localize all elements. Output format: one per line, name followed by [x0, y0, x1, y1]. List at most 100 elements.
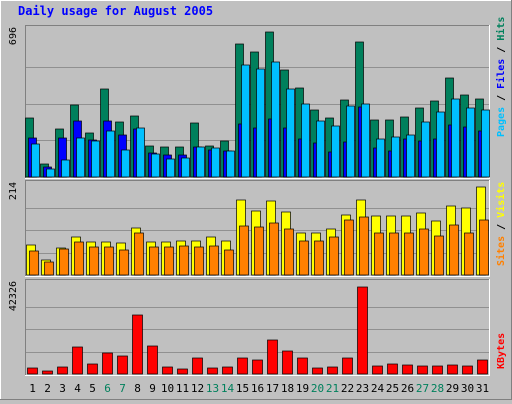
- bar-kbytes-day-13: [207, 367, 218, 375]
- x-tick-label: 14: [221, 382, 235, 395]
- legend-files: Files: [495, 59, 507, 89]
- bar-sites-day-26: [404, 232, 414, 276]
- bar-pages-day-30: [466, 107, 475, 178]
- x-tick-label: 16: [251, 382, 264, 395]
- bar-pages-day-8: [136, 127, 145, 178]
- bar-kbytes-day-3: [57, 366, 68, 375]
- ymax-label: 214: [8, 182, 19, 200]
- ymax-label: 42326: [8, 281, 19, 311]
- bar-sites-day-11: [179, 245, 189, 276]
- bar-kbytes-day-23: [357, 286, 368, 375]
- x-tick-label: 23: [356, 382, 369, 395]
- bar-kbytes-day-11: [177, 368, 188, 375]
- bar-pages-day-22: [346, 105, 355, 178]
- bar-kbytes-day-20: [312, 367, 323, 375]
- bar-kbytes-day-31: [477, 359, 488, 375]
- x-tick-label: 12: [191, 382, 204, 395]
- x-tick-label: 28: [431, 382, 444, 395]
- bar-sites-day-21: [329, 236, 339, 276]
- bar-sites-day-4: [74, 241, 84, 276]
- bar-kbytes-day-27: [417, 365, 428, 375]
- bar-sites-day-13: [209, 245, 219, 276]
- x-tick-label: 26: [401, 382, 414, 395]
- x-axis-labels: 1 2 3 4 5 6 7 8 9 10 11 12 13 14 15 16 17 18 19 20 21 22 23 24 2…: [29, 382, 489, 395]
- bar-sites-day-29: [449, 224, 459, 276]
- bar-pages-day-14: [226, 150, 235, 178]
- x-tick-label: 15: [236, 382, 249, 395]
- bar-kbytes-day-9: [147, 345, 158, 375]
- bar-sites-day-22: [344, 219, 354, 276]
- x-tick-label: 21: [326, 382, 339, 395]
- bar-kbytes-day-24: [372, 365, 383, 375]
- bar-pages-day-10: [166, 158, 175, 178]
- bar-sites-day-9: [149, 246, 159, 276]
- bar-pages-day-31: [481, 109, 490, 178]
- x-tick-label: 4: [74, 382, 81, 395]
- x-tick-label: 25: [386, 382, 399, 395]
- x-tick-label: 11: [176, 382, 189, 395]
- legend-visits: Visits: [495, 182, 507, 218]
- bar-sites-day-31: [479, 219, 489, 276]
- x-tick-label: 31: [476, 382, 489, 395]
- bar-sites-day-28: [434, 235, 444, 276]
- bar-pages-day-12: [196, 146, 205, 178]
- bar-kbytes-day-4: [72, 346, 83, 375]
- bar-sites-day-2: [44, 261, 54, 276]
- bar-pages-day-20: [316, 120, 325, 178]
- bar-sites-day-3: [59, 248, 69, 276]
- bar-sites-day-19: [299, 240, 309, 276]
- bar-sites-day-1: [29, 250, 39, 276]
- bar-pages-day-19: [301, 103, 310, 178]
- bar-kbytes-day-14: [222, 366, 233, 375]
- x-tick-label: 30: [461, 382, 474, 395]
- bar-sites-day-15: [239, 225, 249, 276]
- bar-sites-day-8: [134, 232, 144, 276]
- bar-sites-day-14: [224, 249, 234, 276]
- bar-kbytes-day-29: [447, 364, 458, 375]
- bar-pages-day-21: [331, 125, 340, 178]
- bar-pages-day-1: [31, 143, 40, 178]
- x-tick-label: 27: [416, 382, 429, 395]
- bar-pages-day-4: [76, 137, 85, 178]
- x-tick-label: 3: [59, 382, 66, 395]
- bar-kbytes-day-21: [327, 366, 338, 375]
- bar-sites-day-18: [284, 228, 294, 276]
- bar-pages-day-29: [451, 98, 460, 178]
- bar-kbytes-day-19: [297, 357, 308, 375]
- bar-kbytes-day-22: [342, 357, 353, 375]
- bar-kbytes-day-15: [237, 357, 248, 375]
- bar-sites-day-10: [164, 246, 174, 276]
- bar-kbytes-day-5: [87, 363, 98, 375]
- bar-sites-day-16: [254, 226, 264, 276]
- legend-kbytes: KBytes: [496, 333, 507, 369]
- x-tick-label: 22: [341, 382, 354, 395]
- x-tick-label: 24: [371, 382, 385, 395]
- bar-pages-day-18: [286, 88, 295, 178]
- bar-kbytes-day-6: [102, 352, 113, 375]
- bar-pages-day-6: [106, 130, 115, 178]
- bar-pages-day-27: [421, 121, 430, 178]
- x-tick-label: 17: [266, 382, 279, 395]
- x-tick-label: 29: [446, 382, 459, 395]
- bar-sites-day-12: [194, 246, 204, 276]
- panel-visits-sites: 214 Sites / Visits: [8, 180, 507, 277]
- bar-pages-day-23: [361, 103, 370, 178]
- bar-pages-day-13: [211, 147, 220, 178]
- bar-pages-day-3: [61, 159, 70, 178]
- series-legend: Sites / Visits: [495, 182, 507, 266]
- bar-kbytes-day-26: [402, 364, 413, 375]
- bar-pages-day-26: [406, 134, 415, 178]
- panel-kbytes: 42326 KBytes: [8, 279, 507, 376]
- x-tick-label: 18: [281, 382, 294, 395]
- bar-pages-day-2: [46, 168, 55, 178]
- x-tick-label: 7: [119, 382, 126, 395]
- x-tick-label: 20: [311, 382, 324, 395]
- bar-sites-day-17: [269, 222, 279, 276]
- legend-sites: Sites: [495, 236, 507, 266]
- bar-pages-day-17: [271, 61, 280, 178]
- bar-pages-day-11: [181, 157, 190, 178]
- bar-kbytes-day-8: [132, 314, 143, 375]
- x-tick-label: 5: [89, 382, 96, 395]
